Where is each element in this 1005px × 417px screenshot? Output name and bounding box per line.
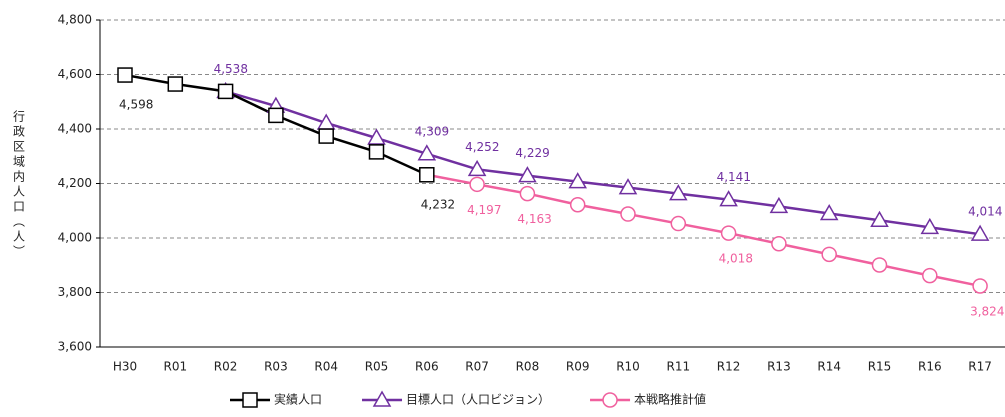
data-point (318, 128, 334, 144)
data-point (819, 203, 839, 221)
data-label: 4,197 (467, 203, 501, 217)
data-point (568, 172, 587, 189)
legend-marker (242, 392, 258, 408)
data-label: 4,018 (719, 252, 753, 266)
data-label: 4,141 (717, 170, 751, 184)
data-point (870, 210, 889, 228)
data-point (469, 176, 485, 193)
x-tick-label: R16 (918, 360, 942, 374)
data-point (417, 144, 437, 161)
legend-marker (602, 392, 618, 408)
data-label: 4,252 (465, 140, 499, 154)
x-tick-label: R03 (264, 360, 288, 374)
x-tick-label: R07 (465, 360, 489, 374)
data-point (367, 128, 386, 145)
data-point (771, 235, 787, 252)
x-tick-label: R11 (666, 360, 690, 374)
data-point (970, 224, 990, 241)
data-point (618, 178, 638, 195)
data-label: 4,538 (214, 62, 248, 76)
x-tick-label: R01 (163, 360, 187, 374)
x-tick-label: R15 (868, 360, 892, 374)
data-label: 4,232 (421, 197, 455, 211)
data-point (217, 83, 234, 100)
data-point (419, 167, 435, 183)
data-point (467, 159, 487, 177)
legend-label: 本戦略推計値 (634, 392, 706, 407)
data-point (518, 166, 537, 183)
y-tick-label: 3,800 (58, 285, 92, 299)
legend-label: 目標人口（人口ビジョン） (406, 393, 550, 407)
x-tick-label: R08 (516, 360, 540, 374)
series-line (225, 90, 981, 236)
x-tick-label: R02 (214, 360, 238, 374)
data-point (719, 190, 738, 207)
data-point (972, 278, 988, 294)
data-label: 4,598 (119, 98, 153, 112)
x-tick-label: R12 (717, 360, 741, 374)
data-point (620, 206, 636, 222)
series-line (426, 173, 981, 288)
data-point (368, 144, 385, 160)
data-point (268, 107, 284, 124)
y-axis-label: 行政区域内人口（人） (12, 110, 26, 260)
data-point (669, 184, 688, 201)
data-point (569, 197, 586, 213)
x-tick-label: R04 (314, 360, 338, 374)
x-tick-label: R13 (767, 360, 791, 374)
y-tick-label: 4,600 (58, 67, 92, 81)
x-tick-label: R06 (415, 360, 439, 374)
y-tick-label: 4,400 (58, 122, 92, 136)
data-point (920, 217, 940, 235)
y-tick-label: 4,800 (58, 13, 92, 27)
data-point (670, 215, 687, 232)
x-tick-label: R09 (566, 360, 590, 374)
data-point (519, 185, 536, 202)
data-point (769, 196, 789, 214)
data-point (871, 257, 888, 273)
data-point (117, 67, 133, 83)
data-point (821, 246, 837, 263)
legend-marker (372, 390, 392, 407)
x-tick-label: R17 (968, 360, 992, 374)
x-tick-label: R14 (817, 360, 841, 374)
data-label: 4,014 (968, 205, 1002, 219)
data-label: 4,163 (517, 212, 551, 226)
x-tick-label: H30 (113, 360, 137, 374)
x-tick-label: R10 (616, 360, 640, 374)
data-label: 3,824 (970, 304, 1004, 318)
data-label: 4,229 (515, 146, 549, 160)
data-point (167, 76, 184, 92)
legend-label: 実績人口 (274, 392, 322, 407)
y-tick-label: 4,000 (58, 231, 92, 245)
data-point (720, 225, 737, 241)
y-tick-label: 4,200 (58, 176, 92, 190)
y-tick-label: 3,600 (58, 340, 92, 354)
x-tick-label: R05 (365, 360, 389, 374)
data-point (922, 267, 938, 284)
data-label: 4,309 (415, 124, 449, 138)
